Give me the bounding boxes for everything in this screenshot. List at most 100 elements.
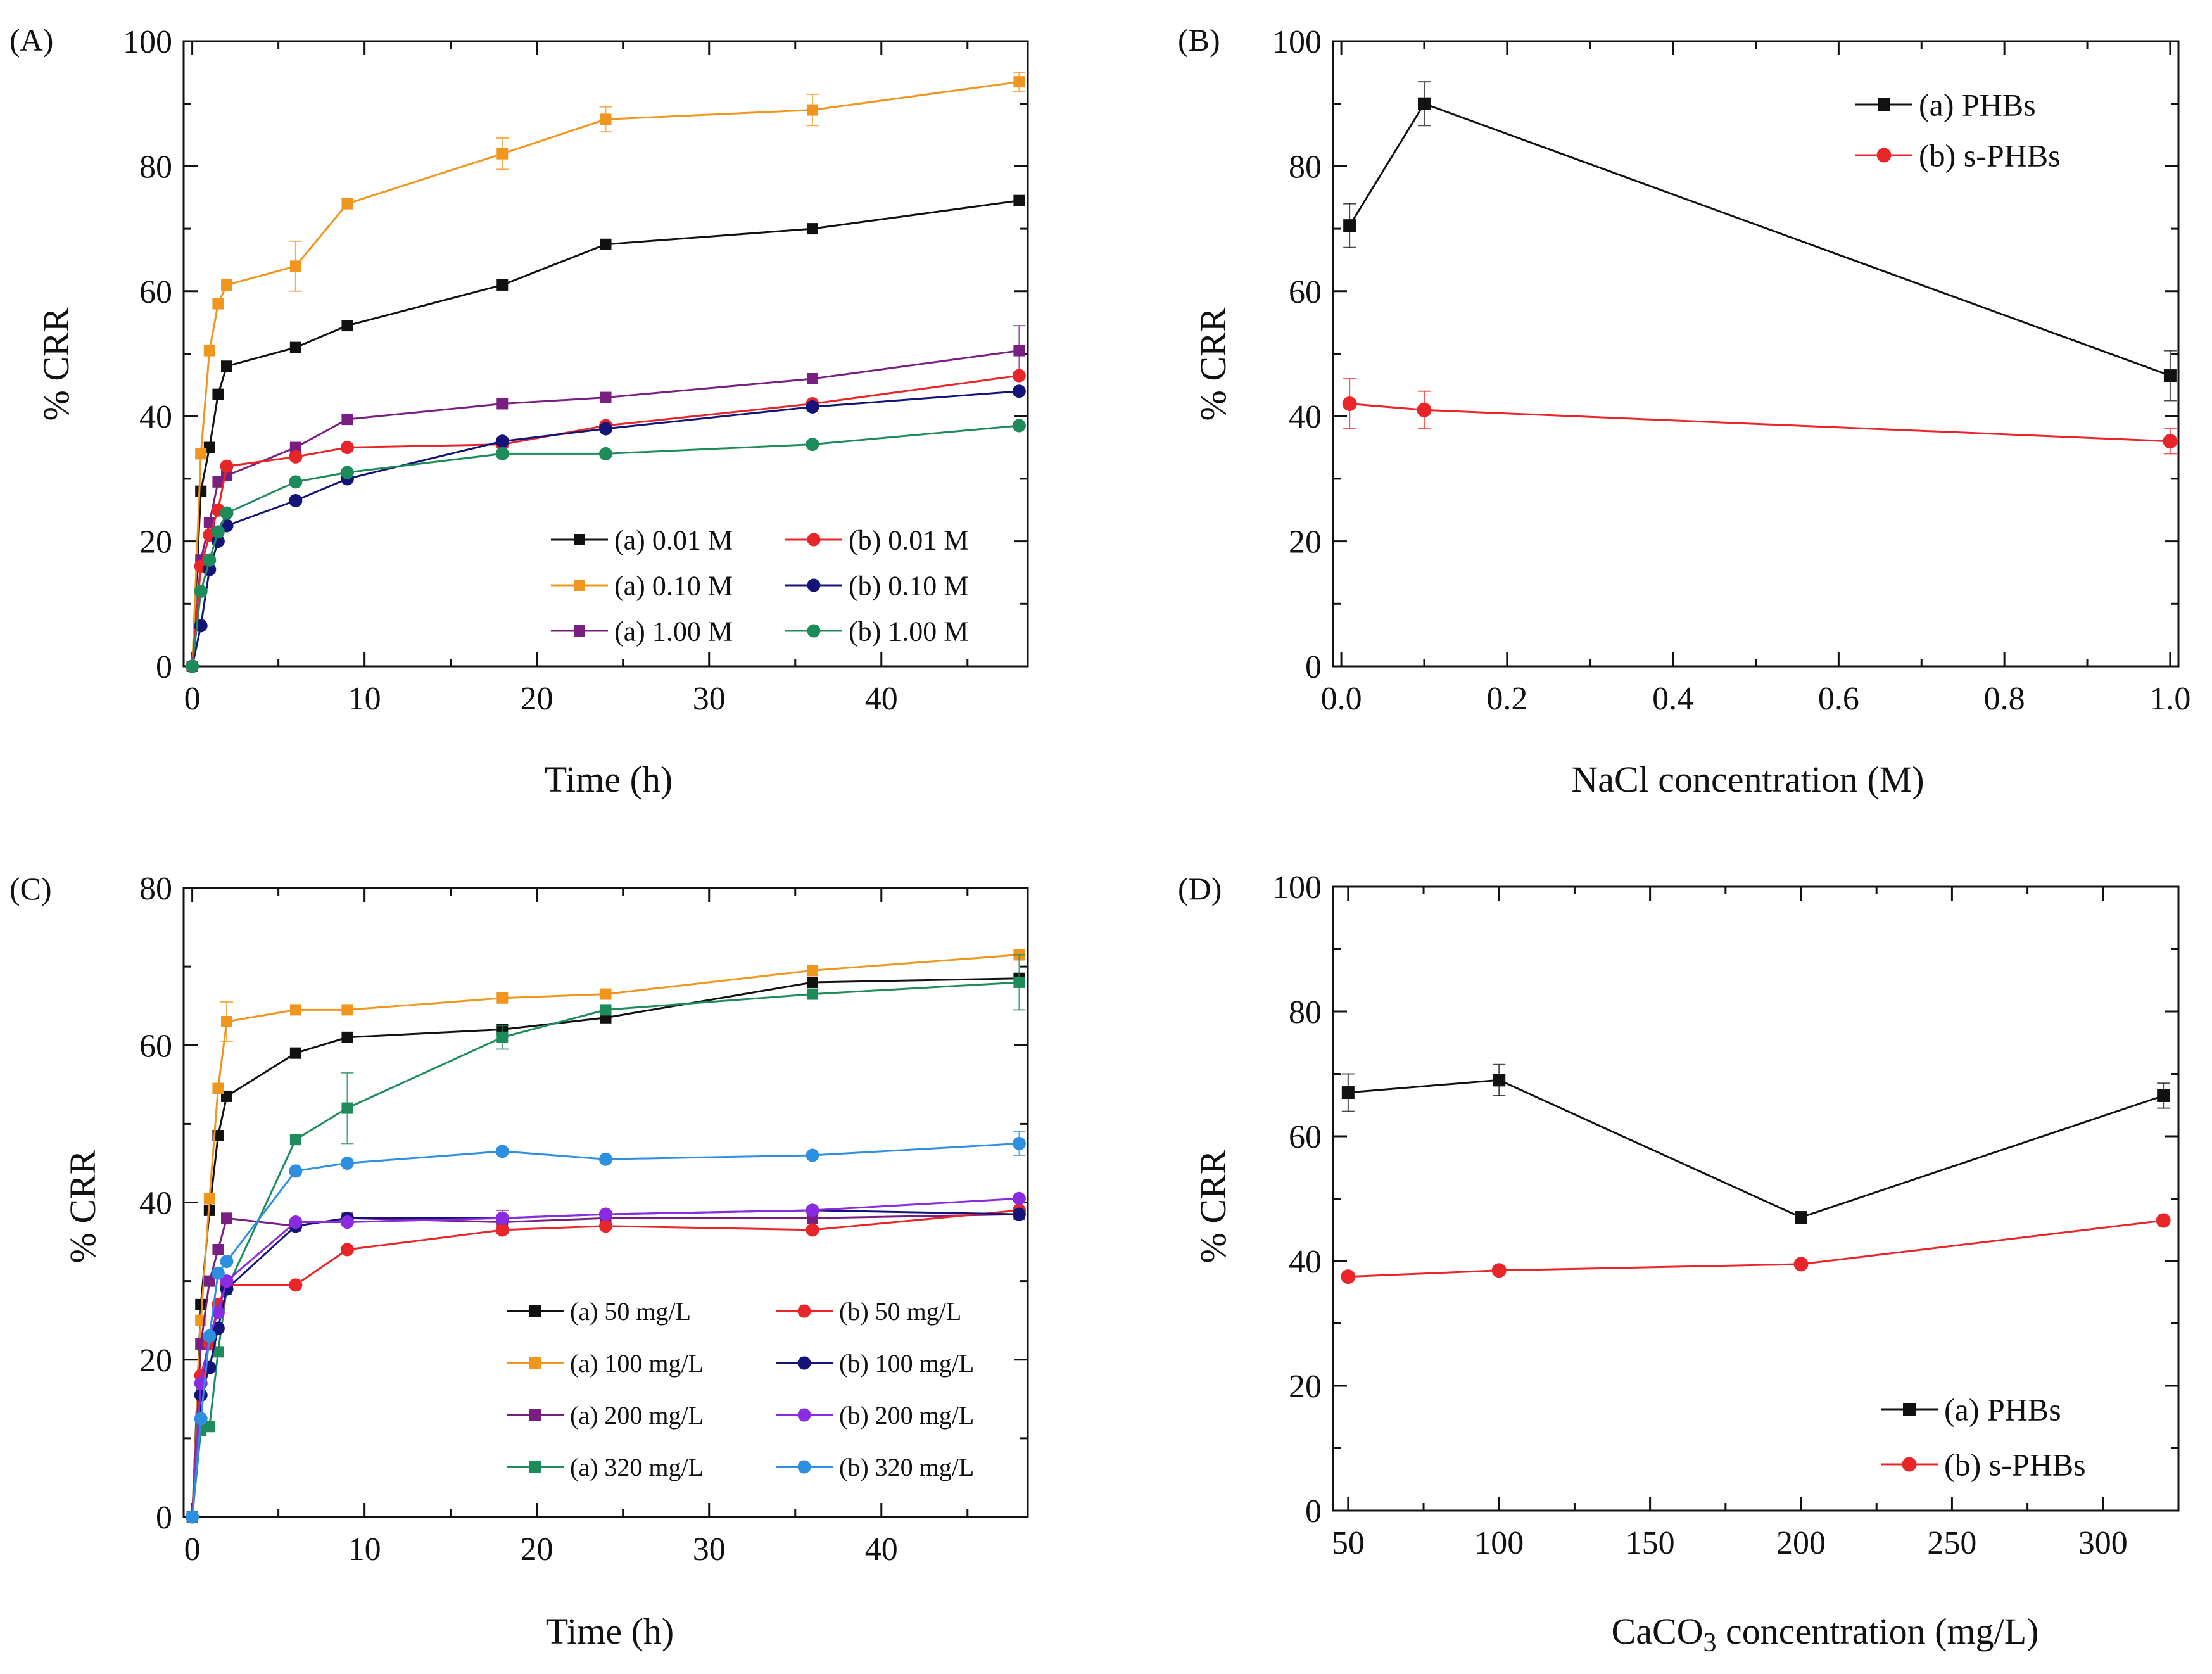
- data-point-square: [496, 992, 509, 1004]
- data-point-circle: [1012, 1207, 1026, 1221]
- data-point-circle: [599, 1152, 612, 1166]
- legend-label: (a) PHBs: [1944, 1392, 2061, 1428]
- x-axis-title-part: concentration (mg/L): [1717, 1611, 2039, 1652]
- series-line: [1348, 1219, 2164, 1278]
- data-point-circle: [1902, 1457, 1917, 1472]
- data-point-circle: [807, 533, 821, 547]
- x-tick-label: 10: [348, 681, 381, 717]
- y-tick-label: 60: [1289, 274, 1322, 310]
- series--a-phbs: [1341, 1063, 2170, 1224]
- data-point-square: [496, 148, 509, 160]
- data-point-square: [203, 441, 215, 453]
- data-point-square: [806, 965, 818, 977]
- y-tick-label: 80: [1289, 149, 1322, 185]
- data-point-square: [341, 414, 353, 426]
- legend: (a) PHBs (b) s-PHBs: [1855, 87, 2061, 174]
- y-tick-label: 40: [139, 399, 172, 435]
- data-point-circle: [340, 441, 354, 455]
- data-point-circle: [1012, 369, 1026, 383]
- series--a-0-10-m: [186, 72, 1026, 672]
- panel-label: (A): [9, 22, 53, 58]
- data-point-square: [289, 1004, 301, 1016]
- data-point-circle: [1012, 1136, 1026, 1150]
- panel-label: (B): [1178, 22, 1220, 58]
- y-tick-label: 20: [1289, 1369, 1322, 1405]
- data-point-circle: [1793, 1257, 1809, 1272]
- data-point-circle: [2163, 434, 2178, 449]
- x-tick-label: 200: [1776, 1525, 1826, 1561]
- data-point-circle: [186, 659, 199, 673]
- x-tick-label: 0.0: [1321, 681, 1362, 717]
- data-point-square: [806, 988, 818, 1000]
- y-tick-label: 40: [1289, 399, 1322, 435]
- data-point-square: [195, 1298, 207, 1310]
- legend: (a) 0.01 M (b) 0.01 M (a) 0.10 M (b) 0.10 M…: [551, 524, 968, 647]
- x-tick-label: 30: [693, 1531, 726, 1568]
- data-point-square: [341, 1004, 353, 1016]
- data-point-square: [1878, 98, 1890, 111]
- x-tick-label: 0: [184, 681, 201, 717]
- y-tick-label: 100: [1272, 870, 1322, 906]
- data-point-square: [1343, 219, 1356, 232]
- series--b-s-phbs: [1341, 1213, 2171, 1284]
- data-point-square: [212, 298, 224, 310]
- data-point-square: [195, 485, 207, 497]
- data-point-square: [203, 1421, 215, 1433]
- data-point-circle: [203, 1329, 217, 1343]
- data-point-square: [341, 320, 353, 332]
- y-tick-label: 100: [1272, 24, 1322, 60]
- legend-label: (b) 0.01 M: [849, 524, 968, 555]
- data-point-circle: [1012, 419, 1026, 433]
- data-point-square: [289, 1047, 301, 1059]
- data-point-circle: [1012, 1191, 1026, 1205]
- x-tick-label: 1.0: [2149, 681, 2190, 717]
- y-tick-label: 80: [1289, 994, 1322, 1030]
- panel-c: (C) Time (h) % CRR 0 10 20 30 40 0 20 40 60 80 (a)…: [9, 871, 1029, 1652]
- x-tick-label: 0.8: [1984, 681, 2025, 717]
- data-point-circle: [211, 1321, 225, 1335]
- data-point-circle: [806, 1203, 819, 1217]
- data-point-square: [289, 341, 301, 353]
- legend-label: (b) s-PHBs: [1944, 1447, 2086, 1483]
- data-point-square: [600, 113, 612, 125]
- data-point-square: [496, 398, 509, 410]
- x-tick-label: 20: [521, 1531, 553, 1568]
- data-point-circle: [203, 553, 217, 567]
- data-point-circle: [797, 1460, 811, 1474]
- data-point-circle: [1342, 396, 1357, 411]
- data-point-circle: [599, 1207, 612, 1221]
- data-point-circle: [340, 466, 354, 479]
- x-tick-label: 50: [1332, 1525, 1365, 1561]
- legend-label: (a) 1.00 M: [614, 616, 733, 647]
- x-tick-label: 100: [1474, 1525, 1524, 1561]
- data-point-square: [600, 238, 612, 250]
- panel-d: (D) CaCO3 concentration (mg/L) % CRR 50 1…: [1178, 870, 2180, 1658]
- data-point-square: [574, 625, 585, 637]
- data-point-square: [529, 1305, 541, 1317]
- y-tick-label: 60: [139, 274, 172, 310]
- data-point-square: [221, 279, 233, 291]
- y-tick-label: 80: [139, 149, 172, 185]
- data-point-square: [212, 476, 224, 488]
- data-point-circle: [797, 1356, 811, 1370]
- data-point-circle: [186, 1510, 199, 1524]
- panel-a: (A) Time (h) % CRR 0 10 20 30 40 0 20 40 60 80 100…: [9, 22, 1029, 800]
- data-point-circle: [495, 1145, 509, 1158]
- data-point-circle: [289, 493, 303, 507]
- series--b-1-00-m: [186, 419, 1026, 673]
- x-tick-label: 20: [521, 681, 553, 717]
- data-point-square: [1013, 345, 1025, 357]
- data-point-circle: [806, 438, 819, 452]
- data-point-circle: [495, 447, 509, 460]
- y-tick-label: 0: [1305, 649, 1322, 685]
- data-point-circle: [797, 1408, 811, 1422]
- data-point-square: [496, 1031, 509, 1043]
- data-point-square: [212, 1346, 224, 1358]
- x-tick-label: 300: [2078, 1525, 2128, 1561]
- data-point-circle: [220, 1255, 234, 1269]
- data-point-square: [1493, 1074, 1506, 1087]
- data-point-square: [203, 1275, 215, 1287]
- y-tick-label: 100: [123, 24, 172, 60]
- data-point-circle: [289, 1278, 303, 1292]
- x-axis-title: CaCO3 concentration (mg/L): [1612, 1611, 2039, 1658]
